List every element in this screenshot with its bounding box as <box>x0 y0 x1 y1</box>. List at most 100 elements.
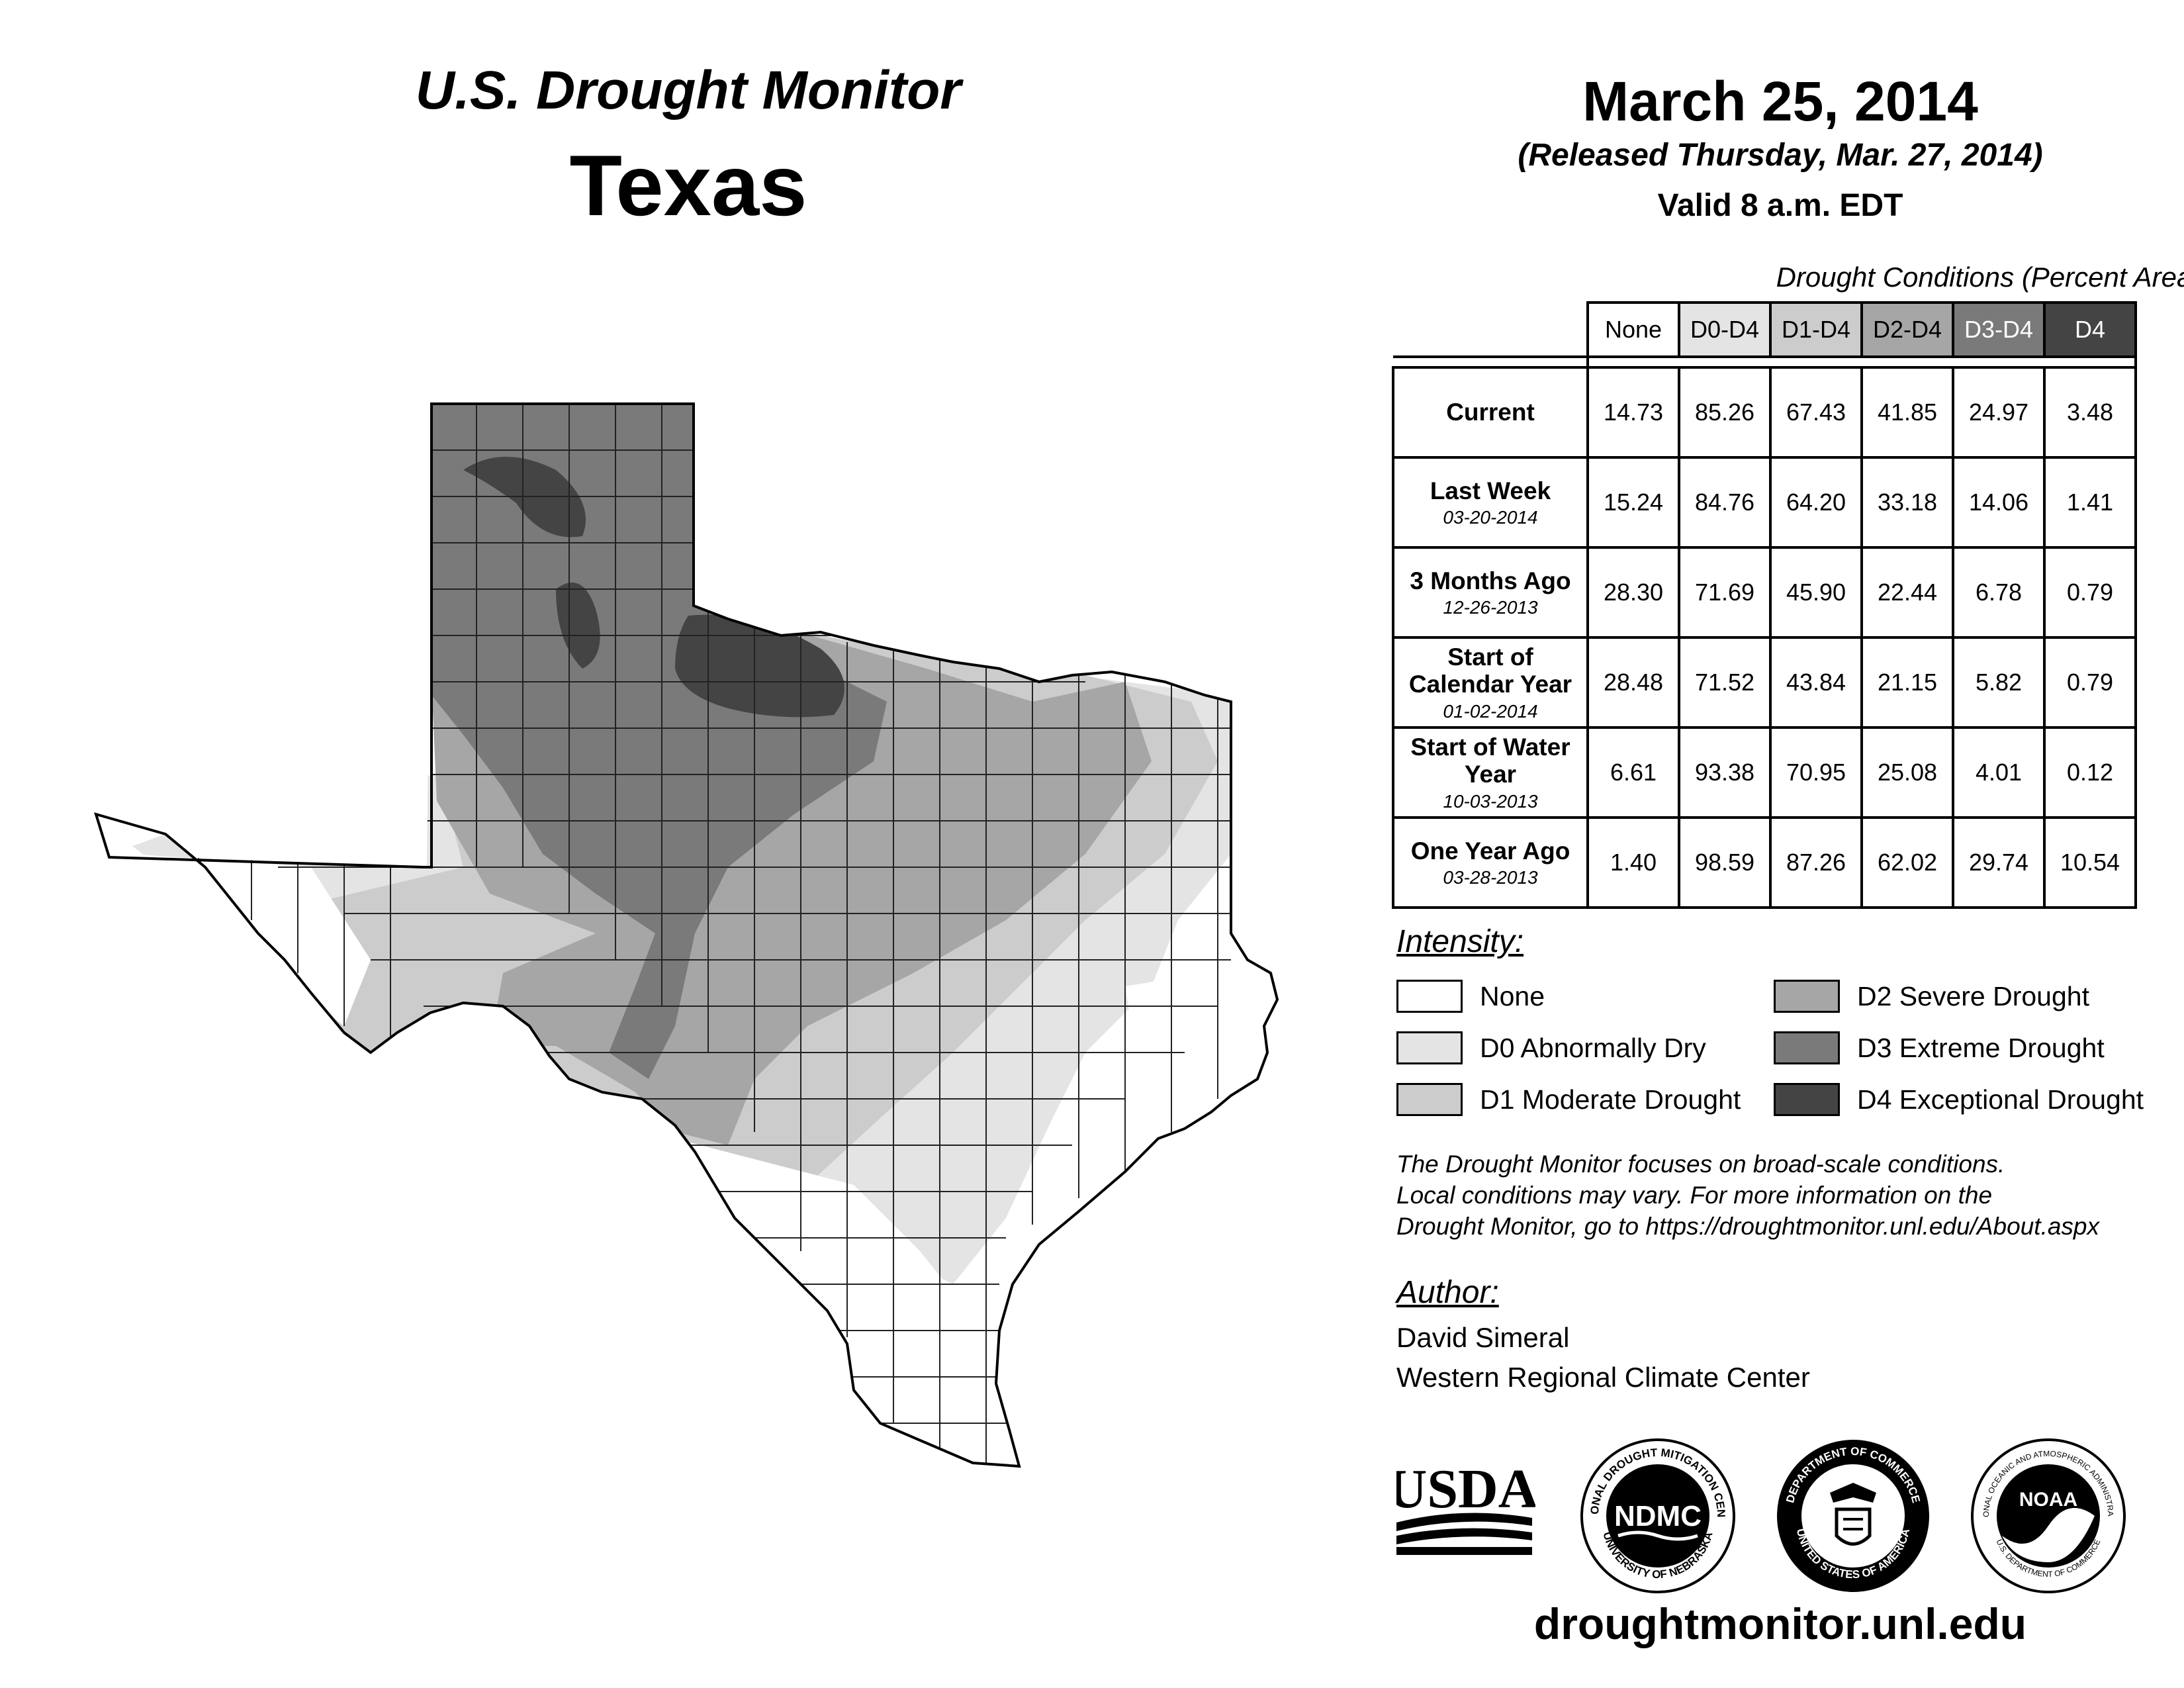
legend-label: D0 Abnormally Dry <box>1480 1032 1706 1063</box>
table-cell: 10.54 <box>2043 816 2137 909</box>
table-cell: 67.43 <box>1769 366 1863 459</box>
table-cell: 70.95 <box>1769 726 1863 819</box>
legend-label: D4 Exceptional Drought <box>1857 1084 2144 1115</box>
row-date: 01-02-2014 <box>1443 700 1538 722</box>
legend-item-d2: D2 Severe Drought <box>1774 976 2089 1016</box>
row-label: 3 Months Ago 12-26-2013 <box>1392 546 1589 639</box>
author-title: Author: <box>1396 1275 1499 1310</box>
legend-item-d3: D3 Extreme Drought <box>1774 1028 2105 1068</box>
ndmc-logo-text: NDMC <box>1614 1500 1702 1532</box>
disclaimer-note: The Drought Monitor focuses on broad-sca… <box>1396 1149 2177 1242</box>
table-cell: 71.52 <box>1678 636 1772 729</box>
table-cell: 29.74 <box>1952 816 2046 909</box>
table-cell: 14.06 <box>1952 456 2046 549</box>
row-date: 12-26-2013 <box>1443 597 1538 618</box>
none-area-west <box>132 854 371 1026</box>
table-cell: 87.26 <box>1769 816 1863 909</box>
table-cell: 6.61 <box>1586 726 1680 819</box>
table-cell: 98.59 <box>1678 816 1772 909</box>
legend-swatch-none <box>1396 980 1463 1013</box>
drought-shading <box>93 402 1279 1468</box>
table-cell: 85.26 <box>1678 366 1772 459</box>
table-cell: 64.20 <box>1769 456 1863 549</box>
table-cell: 41.85 <box>1860 366 1954 459</box>
legend-item-d1: D1 Moderate Drought <box>1396 1080 1741 1119</box>
legend-swatch-d0 <box>1396 1031 1463 1064</box>
county-lines <box>198 404 1231 1463</box>
table-cell: 0.79 <box>2043 636 2137 729</box>
table-cell: 15.24 <box>1586 456 1680 549</box>
note-line: Local conditions may vary. For more info… <box>1396 1182 1993 1209</box>
table-cell: 4.01 <box>1952 726 2046 819</box>
legend-item-d0: D0 Abnormally Dry <box>1396 1028 1706 1068</box>
table-cell: 0.79 <box>2043 546 2137 639</box>
table-cell: 6.78 <box>1952 546 2046 639</box>
region-title: Texas <box>569 137 807 234</box>
row-date: 03-28-2013 <box>1443 867 1538 888</box>
legend-label: D2 Severe Drought <box>1857 980 2089 1011</box>
legend-item-none: None <box>1396 976 1545 1016</box>
col-d4: D4 <box>2043 301 2137 358</box>
row-label-text: Start of Water Year <box>1410 733 1570 788</box>
release-date: (Released Thursday, Mar. 27, 2014) <box>1518 138 2043 173</box>
texas-outline <box>94 402 1279 1468</box>
row-date: 10-03-2013 <box>1443 790 1538 812</box>
legend-title: Intensity: <box>1396 924 1524 959</box>
table-cell: 25.08 <box>1860 726 1954 819</box>
note-line: The Drought Monitor focuses on broad-sca… <box>1396 1150 2005 1178</box>
legend-item-d4: D4 Exceptional Drought <box>1774 1080 2144 1119</box>
valid-time: Valid 8 a.m. EDT <box>1657 188 1903 223</box>
table-cell: 1.41 <box>2043 456 2137 549</box>
table-cell: 33.18 <box>1860 456 1954 549</box>
d4-area-rolling-plains <box>675 614 844 718</box>
row-label: One Year Ago 03-28-2013 <box>1392 816 1589 909</box>
texas-drought-map <box>93 402 1279 1468</box>
row-label-text: Start of Calendar Year <box>1408 643 1572 698</box>
map-date: March 25, 2014 <box>1582 70 1978 132</box>
row-label: Start of Water Year 10-03-2013 <box>1392 726 1589 819</box>
table-row-current: Current 14.73 85.26 67.43 41.85 24.97 3.48 <box>1392 366 2137 459</box>
col-d1-d4: D1-D4 <box>1769 301 1863 358</box>
author-org: Western Regional Climate Center <box>1396 1362 1810 1393</box>
noaa-logo-text: NOAA <box>2019 1489 2077 1511</box>
table-corner <box>1393 303 1589 358</box>
drought-conditions-table: None D0-D4 D1-D4 D2-D4 D3-D4 D4 Current 1… <box>1392 301 2137 909</box>
table-header-row: None D0-D4 D1-D4 D2-D4 D3-D4 D4 <box>1393 301 2137 358</box>
legend-swatch-d3 <box>1774 1031 1840 1064</box>
table-cell: 93.38 <box>1678 726 1772 819</box>
table-cell: 43.84 <box>1769 636 1863 729</box>
row-label-text: One Year Ago <box>1410 837 1570 865</box>
legend-label: D1 Moderate Drought <box>1480 1084 1741 1115</box>
row-label-text: Last Week <box>1430 477 1551 504</box>
legend-swatch-d1 <box>1396 1083 1463 1116</box>
table-cell: 71.69 <box>1678 546 1772 639</box>
row-label: Start of Calendar Year 01-02-2014 <box>1392 636 1589 729</box>
col-d3-d4: D3-D4 <box>1952 301 2046 358</box>
table-cell: 1.40 <box>1586 816 1680 909</box>
table-cell: 84.76 <box>1678 456 1772 549</box>
none-area-south <box>675 1139 1006 1450</box>
legend-label: D3 Extreme Drought <box>1857 1032 2105 1063</box>
col-none: None <box>1586 301 1680 358</box>
row-label-text: Current <box>1446 399 1535 426</box>
legend-swatch-d4 <box>1774 1083 1840 1116</box>
noaa-logo: NATIONAL OCEANIC AND ATMOSPHERIC ADMINIS… <box>1969 1436 2126 1593</box>
note-line: Drought Monitor, go to https://droughtmo… <box>1396 1213 2099 1240</box>
table-cell: 28.48 <box>1586 636 1680 729</box>
table-row-start-of-water-year: Start of Water Year 10-03-2013 6.61 93.38 70… <box>1392 726 2137 819</box>
footer-url[interactable]: droughtmonitor.unl.edu <box>1533 1599 2027 1648</box>
table-cell: 24.97 <box>1952 366 2046 459</box>
table-cell: 22.44 <box>1860 546 1954 639</box>
table-row-one-year-ago: One Year Ago 03-28-2013 1.40 98.59 87.26 62.0… <box>1392 816 2137 909</box>
monitor-title: U.S. Drought Monitor <box>415 60 962 120</box>
row-label: Last Week 03-20-2014 <box>1392 456 1589 549</box>
table-caption: Drought Conditions (Percent Area) <box>1776 261 2184 293</box>
table-row-last-week: Last Week 03-20-2014 15.24 84.76 64.20 33.18 1… <box>1392 456 2137 549</box>
table-cell: 62.02 <box>1860 816 1954 909</box>
author-name: David Simeral <box>1396 1322 1570 1353</box>
col-d2-d4: D2-D4 <box>1860 301 1954 358</box>
table-row-3-months-ago: 3 Months Ago 12-26-2013 28.30 71.69 45.90 22.… <box>1392 546 2137 639</box>
d4-area-central <box>556 583 600 669</box>
row-date: 03-20-2014 <box>1443 507 1538 528</box>
col-d0-d4: D0-D4 <box>1678 301 1772 358</box>
